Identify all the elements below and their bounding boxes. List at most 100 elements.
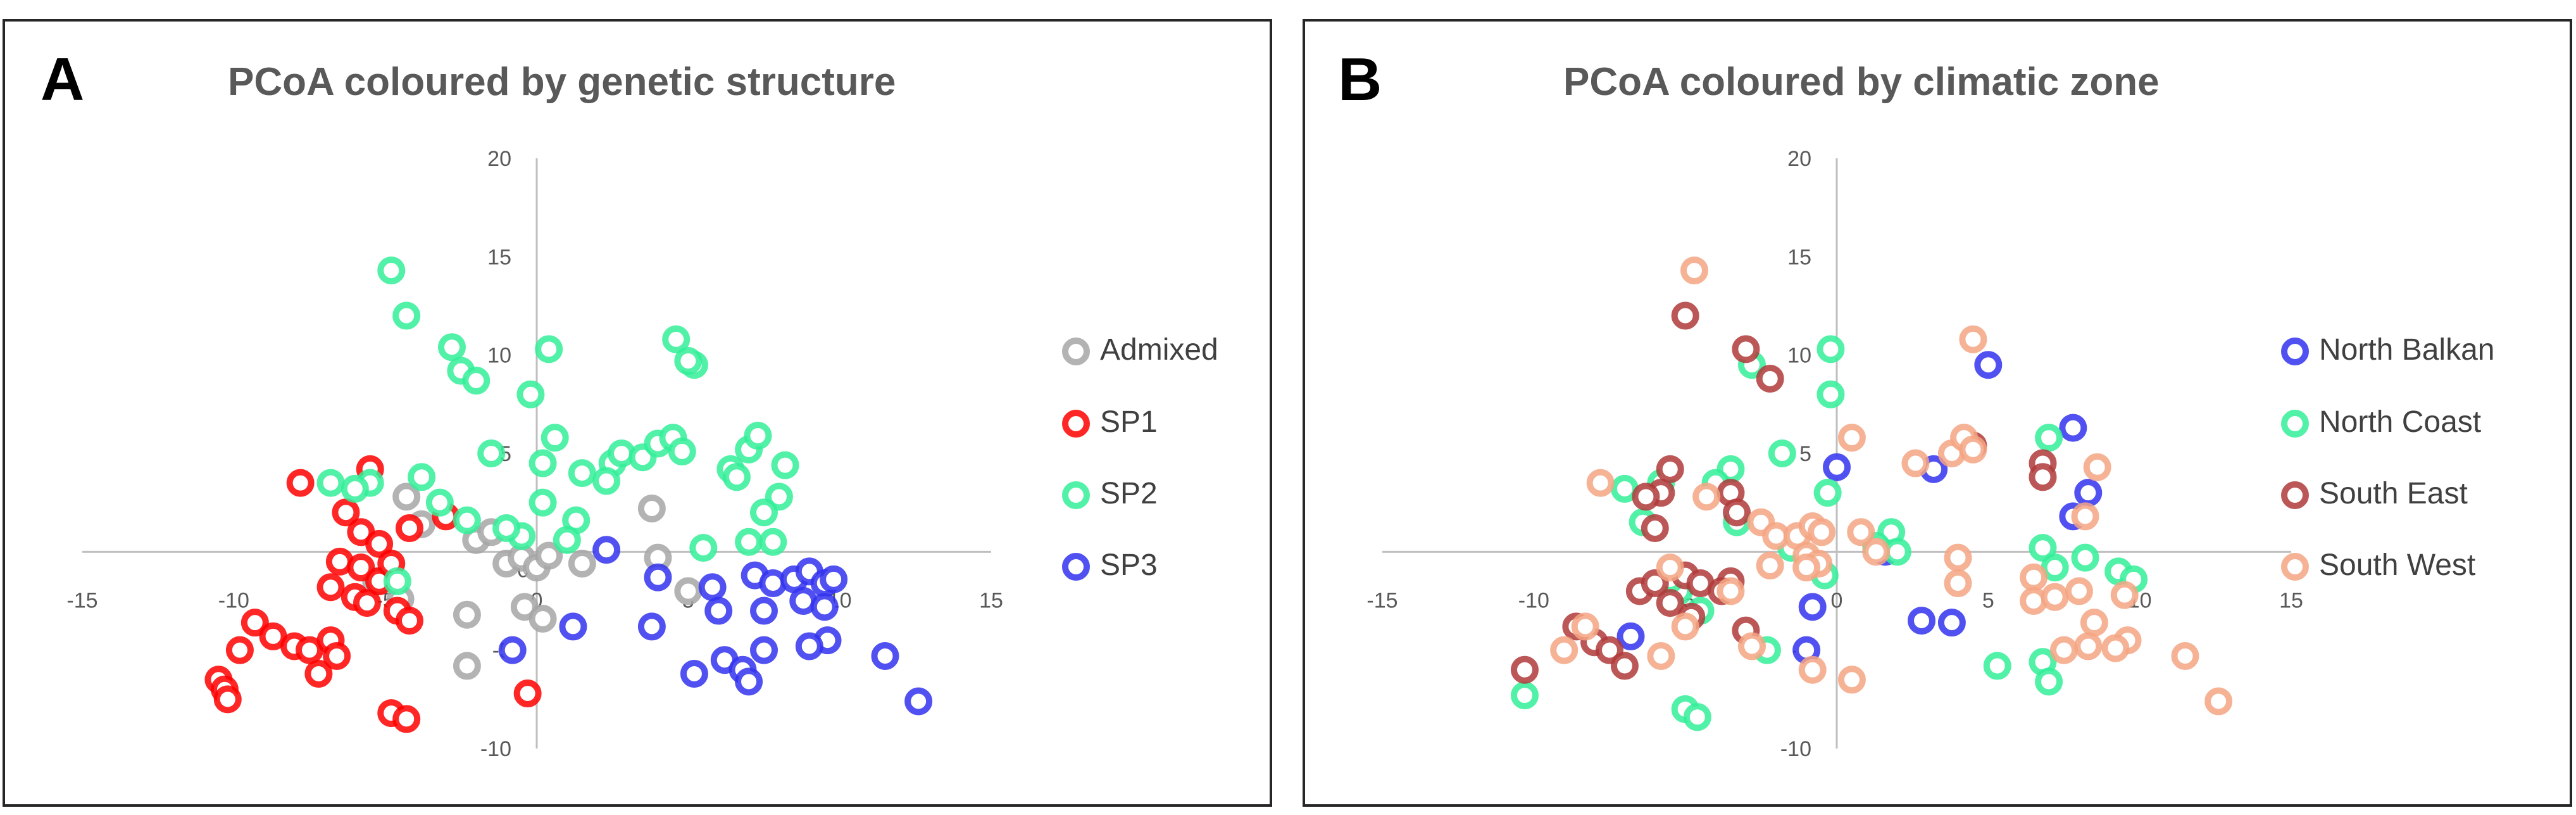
- point-south-west: [2041, 583, 2069, 611]
- legend-label-sp1: SP1: [1100, 405, 1158, 439]
- point-admixed: [637, 494, 666, 522]
- point-sp3: [698, 573, 727, 602]
- point-sp2: [744, 422, 772, 450]
- legend-label-north-coast: North Coast: [2319, 405, 2481, 439]
- point-north-coast: [1983, 652, 2011, 680]
- point-sp3: [735, 667, 763, 696]
- point-south-east: [1596, 636, 1623, 664]
- legend-label-admixed: Admixed: [1100, 333, 1218, 367]
- point-south-east: [1510, 655, 1539, 684]
- point-north-coast: [2029, 534, 2057, 562]
- point-south-west: [1792, 553, 1821, 582]
- point-sp3: [637, 612, 666, 641]
- point-south-west: [1944, 569, 1972, 598]
- point-south-east: [1756, 364, 1784, 393]
- legend-marker-sp1: [1062, 410, 1090, 438]
- point-sp2: [477, 439, 506, 467]
- point-south-west: [1550, 636, 1579, 664]
- point-sp3: [810, 593, 839, 621]
- point-sp1: [259, 622, 287, 650]
- point-sp2: [453, 506, 481, 534]
- point-sp2: [535, 335, 563, 363]
- point-north-balkan: [2059, 414, 2087, 442]
- point-south-west: [1944, 543, 1972, 572]
- y-tick-label: 15: [487, 245, 511, 269]
- point-sp3: [820, 565, 848, 593]
- legend-marker-north-coast: [2281, 410, 2309, 438]
- point-admixed: [535, 541, 563, 570]
- legend-marker-sp3: [1062, 553, 1090, 581]
- point-sp2: [689, 534, 718, 562]
- point-admixed: [568, 549, 596, 578]
- point-south-west: [2071, 502, 2099, 531]
- point-sp1: [323, 641, 351, 670]
- legend-label-south-east: South East: [2319, 477, 2468, 510]
- legend-label-north-balkan: North Balkan: [2319, 333, 2494, 367]
- point-south-west: [1671, 612, 1699, 641]
- panel-a-legend: Admixed SP1 SP2 SP3: [1062, 333, 1218, 582]
- point-north-balkan: [1798, 593, 1827, 621]
- series-sp2: [316, 256, 799, 595]
- point-south-east: [1656, 589, 1684, 617]
- point-south-west: [2050, 636, 2078, 664]
- point-south-west: [1959, 325, 1987, 353]
- point-north-coast: [1813, 479, 1842, 507]
- point-sp3: [592, 536, 621, 564]
- point-sp2: [383, 567, 411, 595]
- panel-b-letter: B: [1338, 46, 1382, 113]
- point-sp3: [750, 636, 778, 664]
- point-sp2: [528, 449, 557, 477]
- point-south-west: [1862, 538, 1891, 566]
- point-sp2: [759, 528, 787, 556]
- point-south-east: [1723, 498, 1751, 527]
- point-sp3: [759, 569, 787, 598]
- legend-marker-admixed: [1062, 338, 1090, 365]
- point-north-coast: [1510, 681, 1539, 710]
- y-tick-label: 20: [487, 147, 511, 171]
- point-north-balkan: [1974, 351, 2003, 379]
- panel-b-title: PCoA coloured by climatic zone: [1563, 60, 2160, 104]
- y-tick-label: 10: [487, 344, 511, 368]
- point-sp2: [316, 469, 345, 497]
- point-sp1: [286, 469, 315, 497]
- point-sp3: [644, 563, 672, 591]
- point-north-coast: [1683, 703, 1711, 731]
- y-tick-label: 5: [1799, 442, 1811, 466]
- point-sp1: [332, 498, 360, 527]
- point-south-west: [1901, 449, 1930, 477]
- point-north-balkan: [1823, 453, 1851, 481]
- point-sp2: [568, 459, 596, 488]
- point-sp1: [241, 609, 269, 637]
- series-south-west: [1550, 256, 2233, 716]
- point-sp2: [516, 380, 545, 408]
- point-south-east: [1610, 652, 1639, 680]
- legend-marker-north-balkan: [2281, 338, 2309, 365]
- point-sp2: [392, 301, 421, 330]
- point-south-west: [1808, 518, 1836, 546]
- point-admixed: [674, 577, 703, 605]
- point-north-coast: [2071, 543, 2099, 572]
- point-south-east: [1671, 301, 1699, 330]
- point-north-balkan: [1908, 607, 1936, 635]
- legend-marker-south-east: [2281, 481, 2309, 509]
- point-south-west: [1647, 641, 1675, 670]
- point-sp2: [608, 439, 636, 467]
- point-sp1: [296, 636, 323, 664]
- point-sp3: [871, 641, 899, 670]
- point-sp3: [498, 636, 527, 664]
- point-sp3: [750, 597, 778, 625]
- y-tick-label: 20: [1787, 147, 1811, 171]
- series-sp3: [498, 536, 933, 716]
- point-south-west: [1586, 469, 1615, 497]
- point-admixed: [510, 593, 539, 621]
- point-sp2: [668, 437, 696, 465]
- point-sp3: [680, 659, 708, 688]
- point-sp1: [513, 679, 542, 708]
- point-admixed: [392, 483, 421, 511]
- point-sp1: [304, 659, 333, 688]
- x-tick-label: -10: [218, 588, 249, 612]
- point-sp2: [377, 256, 406, 285]
- point-admixed: [453, 652, 481, 680]
- x-tick-label: 15: [979, 588, 1003, 612]
- point-south-west: [2101, 634, 2130, 662]
